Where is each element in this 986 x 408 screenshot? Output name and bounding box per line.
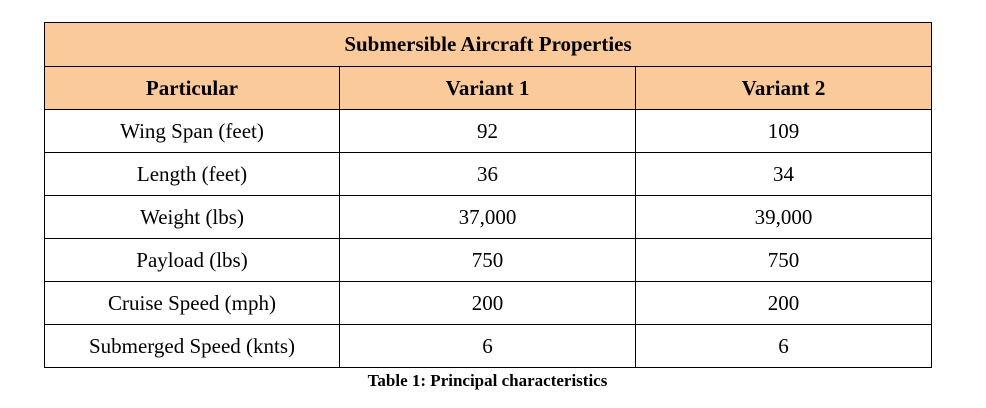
- variant-1-value: 36: [339, 152, 636, 196]
- row-label: Length (feet): [44, 152, 340, 196]
- variant-2-value: 750: [634, 238, 933, 282]
- table-title-row: Submersible Aircraft Properties: [43, 22, 933, 67]
- row-label: Wing Span (feet): [44, 109, 340, 153]
- variant-2-value: 6: [634, 324, 933, 368]
- row-label: Cruise Speed (mph): [44, 281, 340, 325]
- aircraft-properties-table: Submersible Aircraft Properties Particul…: [43, 22, 933, 368]
- table-row: Weight (lbs) 37,000 39,000: [44, 195, 933, 239]
- column-header-variant-2: Variant 2: [634, 66, 933, 110]
- table-row: Payload (lbs) 750 750: [44, 238, 933, 282]
- row-label: Weight (lbs): [44, 195, 340, 239]
- table-row: Length (feet) 36 34: [44, 152, 933, 196]
- variant-1-value: 37,000: [339, 195, 636, 239]
- variant-1-value: 92: [339, 109, 636, 153]
- table-row: Cruise Speed (mph) 200 200: [44, 281, 933, 325]
- column-header-particular: Particular: [44, 66, 340, 110]
- table-title: Submersible Aircraft Properties: [43, 22, 933, 67]
- table-row: Wing Span (feet) 92 109: [44, 109, 933, 153]
- variant-1-value: 200: [339, 281, 636, 325]
- variant-2-value: 200: [634, 281, 933, 325]
- document-page: Submersible Aircraft Properties Particul…: [43, 22, 933, 392]
- variant-1-value: 750: [339, 238, 636, 282]
- variant-2-value: 39,000: [634, 195, 933, 239]
- table-header-row: Particular Variant 1 Variant 2: [44, 66, 933, 110]
- row-label: Submerged Speed (knts): [44, 324, 340, 368]
- variant-1-value: 6: [339, 324, 636, 368]
- row-label: Payload (lbs): [44, 238, 340, 282]
- variant-2-value: 34: [634, 152, 933, 196]
- variant-2-value: 109: [634, 109, 933, 153]
- table-row: Submerged Speed (knts) 6 6: [44, 324, 933, 368]
- table-caption: Table 1: Principal characteristics: [367, 371, 608, 390]
- column-header-variant-1: Variant 1: [339, 66, 636, 110]
